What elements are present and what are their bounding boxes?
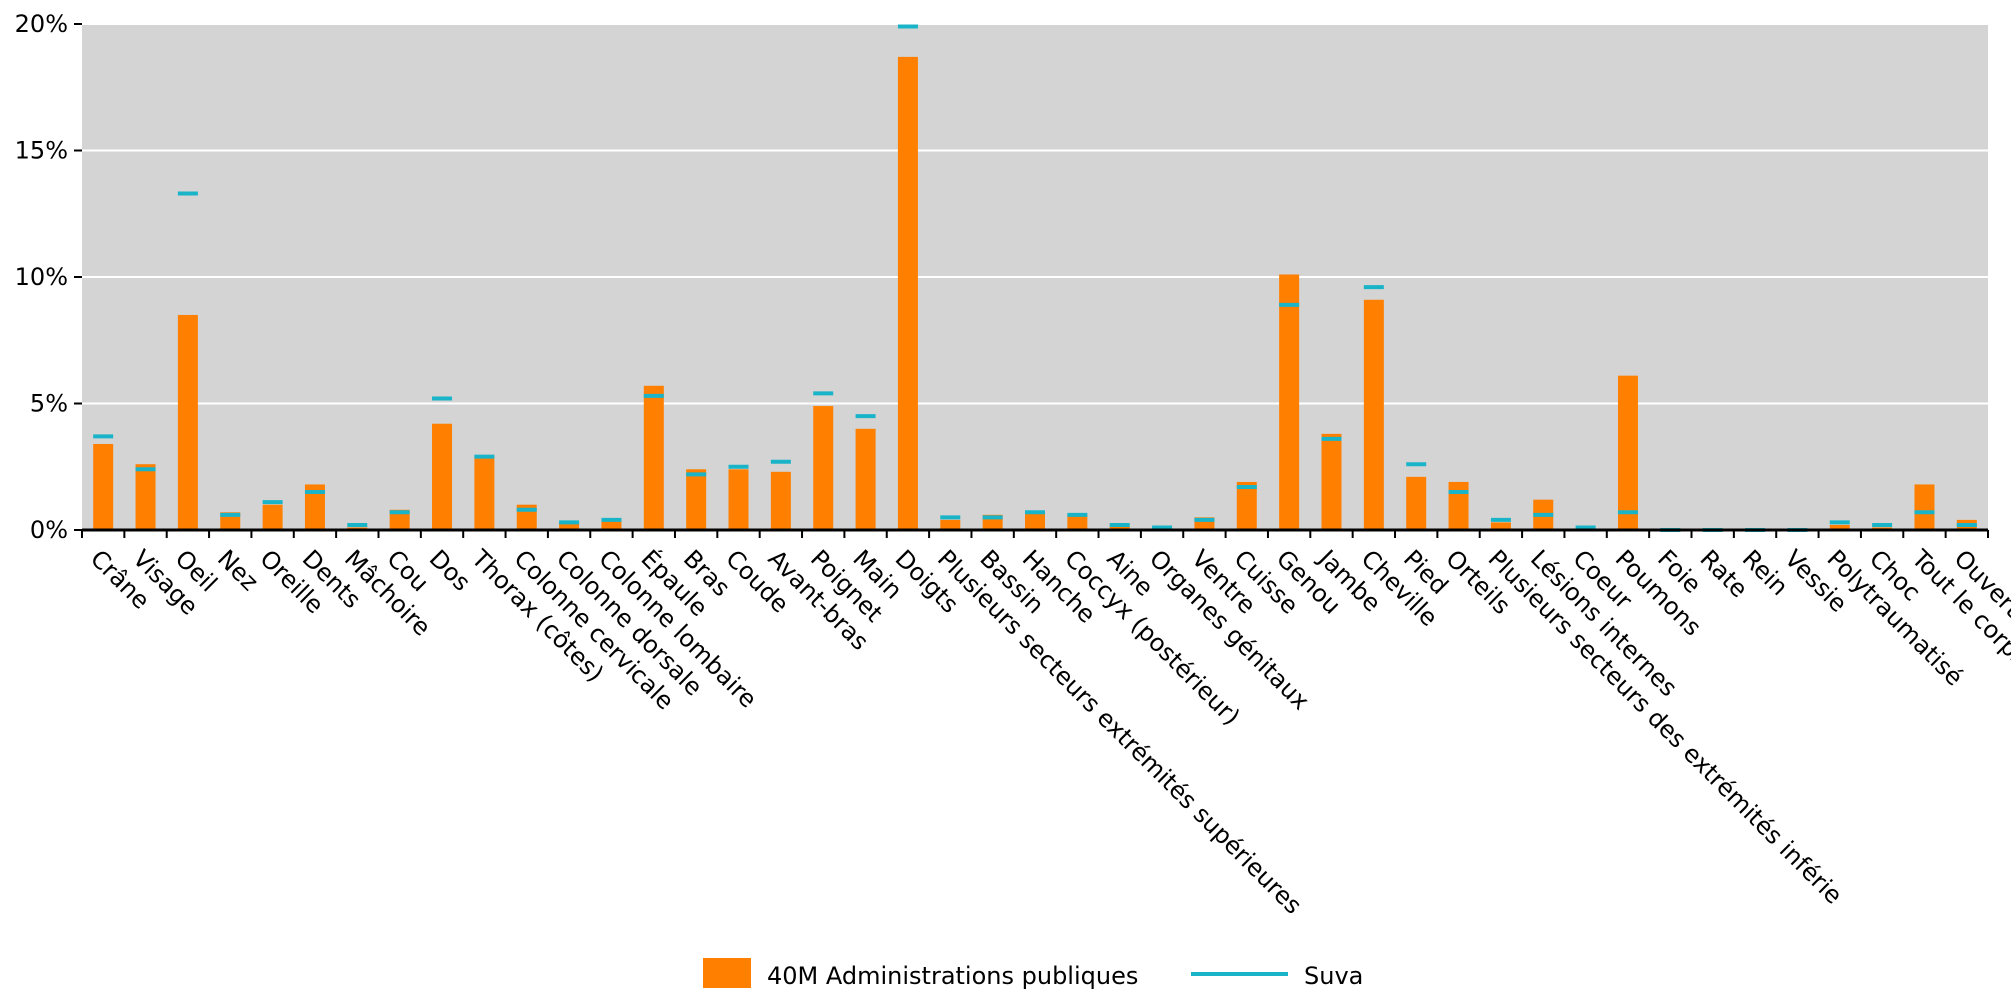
bar (389, 509, 410, 530)
gridlines (82, 23, 1988, 405)
x-tick-label: Nez (212, 544, 264, 596)
bar (940, 519, 961, 530)
bar (601, 519, 622, 530)
y-tick-label: 10% (15, 263, 68, 291)
bar (262, 504, 283, 530)
bar (728, 469, 749, 530)
bar (1406, 476, 1427, 530)
x-tick-label: Rate (1694, 544, 1753, 603)
bar (1490, 522, 1511, 530)
legend-swatch-bar (703, 958, 751, 988)
y-tick-label: 5% (30, 390, 68, 418)
bar (770, 471, 791, 530)
bar (1025, 512, 1045, 530)
bar (1236, 481, 1257, 530)
y-axis-ticks: 0% 5% 10% 15% 20% (15, 10, 82, 544)
y-tick-label: 15% (15, 137, 68, 165)
bar (1067, 514, 1088, 530)
bar (559, 522, 580, 530)
bar (1363, 299, 1384, 530)
legend-label-line: Suva (1304, 962, 1363, 990)
y-tick-label: 20% (15, 10, 68, 38)
bar (643, 385, 664, 530)
bar (135, 464, 156, 530)
legend-label-bar: 40M Administrations publiques (767, 962, 1138, 990)
x-axis-labels: CrâneVisageOeilNezOreilleDentsMâchoireCo… (85, 543, 2011, 920)
bar (1279, 274, 1300, 530)
x-axis-ticks (81, 530, 1989, 538)
bar (1914, 484, 1935, 530)
bar (432, 423, 453, 530)
y-tick-label: 0% (30, 516, 68, 544)
bar (93, 443, 114, 530)
bar (855, 428, 876, 530)
bar (304, 484, 325, 530)
bar (813, 406, 834, 530)
bar (1829, 524, 1850, 530)
bar (897, 56, 918, 530)
bar (1109, 524, 1130, 530)
bars-series-1 (93, 56, 1977, 530)
legend: 40M Administrations publiques Suva (703, 958, 1363, 990)
bar (686, 469, 707, 530)
bar (1617, 375, 1638, 530)
bar (1321, 433, 1342, 530)
x-tick-label: Rein (1737, 544, 1794, 601)
bar (1448, 481, 1469, 530)
bar (177, 314, 198, 530)
x-tick-label: Dos (424, 544, 476, 596)
bar (474, 456, 495, 530)
